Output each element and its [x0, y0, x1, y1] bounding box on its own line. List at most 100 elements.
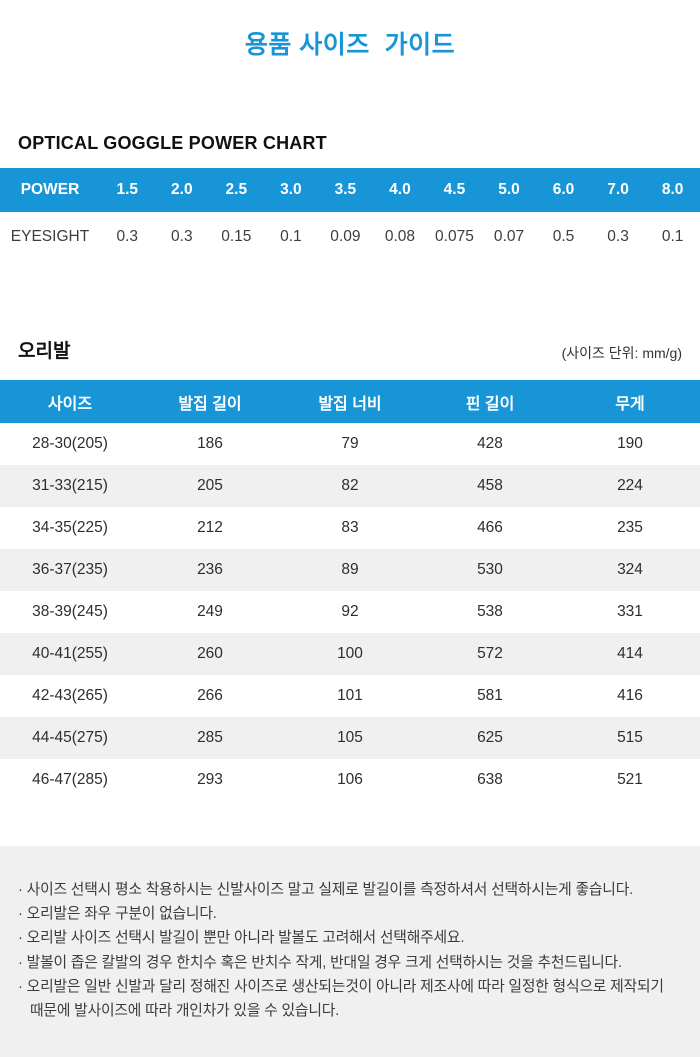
power-chart-heading: OPTICAL GOGGLE POWER CHART	[18, 133, 327, 153]
fins-value-cell: 572	[420, 633, 560, 675]
fins-value-cell: 106	[280, 759, 420, 801]
fins-table-row: 46-47(285) 293 106 638 521	[0, 759, 700, 801]
fins-value-cell: 285	[140, 717, 280, 759]
fins-value-cell: 83	[280, 507, 420, 549]
fins-value-cell: 625	[420, 717, 560, 759]
fins-value-cell: 235	[560, 507, 700, 549]
fins-column-header: 무게	[560, 380, 700, 423]
fins-table-row: 36-37(235) 236 89 530 324	[0, 549, 700, 591]
fins-size-cell: 42-43(265)	[0, 675, 140, 717]
eyesight-row: EYESIGHT 0.3 0.3 0.15 0.1 0.09 0.08 0.075 0.07 0.…	[0, 212, 700, 262]
power-value-cell: 4.0	[372, 168, 428, 212]
fins-column-header: 사이즈	[0, 380, 140, 423]
fins-value-cell: 236	[140, 549, 280, 591]
fins-value-cell: 212	[140, 507, 280, 549]
power-value-cell: 3.0	[263, 168, 319, 212]
power-value-cell: 0.5	[536, 212, 591, 262]
fins-value-cell: 205	[140, 465, 280, 507]
page-title: 용품 사이즈 가이드	[244, 31, 456, 59]
power-value-cell: 3.5	[318, 168, 373, 212]
fins-value-cell: 638	[420, 759, 560, 801]
note-text: 오리발은 일반 신발과 달리 정해진 사이즈로 생산되는것이 아니라 제조사에 …	[26, 978, 664, 1020]
fins-size-cell: 38-39(245)	[0, 591, 140, 633]
fins-size-cell: 34-35(225)	[0, 507, 140, 549]
fins-value-cell: 331	[560, 591, 700, 633]
power-value-cell: 2.5	[209, 168, 264, 212]
fins-value-cell: 105	[280, 717, 420, 759]
power-chart-section: OPTICAL GOGGLE POWER CHART POWER 1.5 2.0 2.…	[0, 133, 700, 262]
fins-size-cell: 40-41(255)	[0, 633, 140, 675]
power-value-cell: 0.1	[263, 212, 319, 262]
fins-size-cell: 31-33(215)	[0, 465, 140, 507]
note-bullet: ·	[18, 906, 23, 923]
power-value-cell: 6.0	[536, 168, 591, 212]
power-value-cell: 0.3	[100, 212, 155, 262]
power-value-cell: 8.0	[645, 168, 700, 212]
fins-value-cell: 79	[280, 423, 420, 465]
note-text: 오리발 사이즈 선택시 발길이 뿐만 아니라 발볼도 고려해서 선택해주세요.	[26, 930, 465, 947]
row-label: EYESIGHT	[0, 212, 100, 262]
fins-column-header: 발집 길이	[140, 380, 280, 423]
note-text: 오리발은 좌우 구분이 없습니다.	[26, 906, 217, 923]
fins-value-cell: 249	[140, 591, 280, 633]
power-value-cell: 0.09	[318, 212, 373, 262]
size-note: · 사이즈 선택시 평소 착용하시는 신발사이즈 말고 실제로 발길이를 측정하…	[18, 878, 680, 902]
fins-size-cell: 46-47(285)	[0, 759, 140, 801]
power-value-cell: 4.5	[427, 168, 482, 212]
power-value-cell: 5.0	[481, 168, 537, 212]
fins-section: 오리발 (사이즈 단위: mm/g) 사이즈 발집 길이 발집 너비 핀 길이 무게 2…	[0, 338, 700, 801]
fins-table-row: 28-30(205) 186 79 428 190	[0, 423, 700, 465]
power-chart-table: POWER 1.5 2.0 2.5 3.0 3.5 4.0 4.5 5.0 6.0 7.0 8.0 EY…	[0, 168, 700, 262]
fins-value-cell: 414	[560, 633, 700, 675]
size-note: · 오리발은 좌우 구분이 없습니다.	[18, 902, 680, 926]
fins-table-row: 44-45(275) 285 105 625 515	[0, 717, 700, 759]
note-bullet: ·	[18, 930, 23, 947]
fins-value-cell: 190	[560, 423, 700, 465]
fins-value-cell: 521	[560, 759, 700, 801]
fins-value-cell: 89	[280, 549, 420, 591]
fins-value-cell: 293	[140, 759, 280, 801]
note-text: 발볼이 좁은 칼발의 경우 한치수 혹은 반치수 작게, 반대일 경우 크게 선…	[26, 954, 622, 971]
fins-value-cell: 530	[420, 549, 560, 591]
fins-size-cell: 44-45(275)	[0, 717, 140, 759]
fins-value-cell: 224	[560, 465, 700, 507]
row-label: POWER	[0, 168, 100, 212]
size-note: · 오리발 사이즈 선택시 발길이 뿐만 아니라 발볼도 고려해서 선택해주세요…	[18, 926, 680, 950]
fins-value-cell: 515	[560, 717, 700, 759]
note-text: 사이즈 선택시 평소 착용하시는 신발사이즈 말고 실제로 발길이를 측정하셔서…	[26, 882, 634, 898]
power-value-cell: 1.5	[100, 168, 155, 212]
fins-section-header: 오리발 (사이즈 단위: mm/g)	[18, 338, 682, 363]
fins-table-row: 31-33(215) 205 82 458 224	[0, 465, 700, 507]
power-row: POWER 1.5 2.0 2.5 3.0 3.5 4.0 4.5 5.0 6.0 7.0 8.0	[0, 168, 700, 212]
power-value-cell: 0.3	[590, 212, 646, 262]
power-value-cell: 0.075	[427, 212, 482, 262]
fins-value-cell: 458	[420, 465, 560, 507]
fins-unit-note: (사이즈 단위: mm/g)	[561, 345, 682, 361]
size-note: · 오리발은 일반 신발과 달리 정해진 사이즈로 생산되는것이 아니라 제조사…	[18, 975, 680, 1023]
fins-column-header: 핀 길이	[420, 380, 560, 423]
fins-table-row: 34-35(225) 212 83 466 235	[0, 507, 700, 549]
fins-value-cell: 260	[140, 633, 280, 675]
fins-table-row: 42-43(265) 266 101 581 416	[0, 675, 700, 717]
power-value-cell: 0.3	[154, 212, 210, 262]
fins-value-cell: 466	[420, 507, 560, 549]
fins-size-cell: 36-37(235)	[0, 549, 140, 591]
fins-value-cell: 581	[420, 675, 560, 717]
power-value-cell: 0.07	[481, 212, 537, 262]
power-value-cell: 0.15	[209, 212, 264, 262]
fins-column-header: 발집 너비	[280, 380, 420, 423]
fins-heading: 오리발	[18, 341, 71, 362]
note-bullet: ·	[18, 882, 23, 898]
fins-table-header-row: 사이즈 발집 길이 발집 너비 핀 길이 무게	[0, 380, 700, 423]
power-value-cell: 2.0	[154, 168, 210, 212]
note-bullet: ·	[18, 954, 23, 971]
power-value-cell: 7.0	[590, 168, 646, 212]
size-notes-footer: · 사이즈 선택시 평소 착용하시는 신발사이즈 말고 실제로 발길이를 측정하…	[0, 846, 700, 1057]
note-bullet: ·	[18, 978, 23, 995]
fins-value-cell: 538	[420, 591, 560, 633]
fins-size-cell: 28-30(205)	[0, 423, 140, 465]
fins-value-cell: 266	[140, 675, 280, 717]
fins-value-cell: 416	[560, 675, 700, 717]
fins-value-cell: 100	[280, 633, 420, 675]
fins-table-row: 40-41(255) 260 100 572 414	[0, 633, 700, 675]
